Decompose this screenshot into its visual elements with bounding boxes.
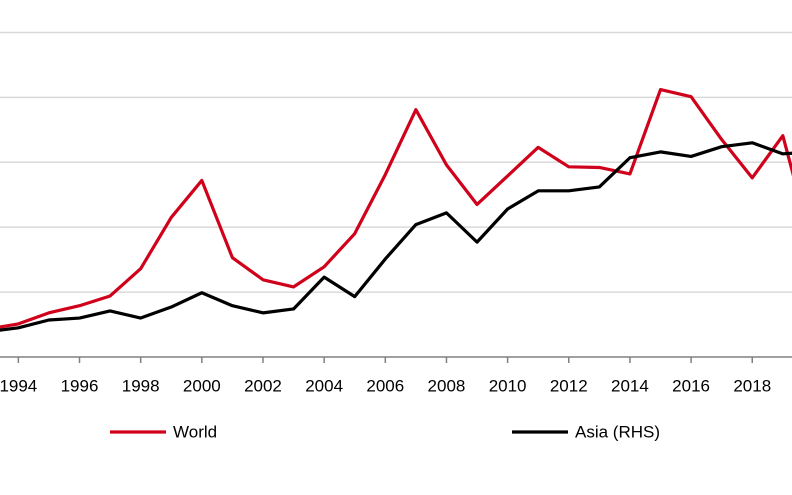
legend: World Asia (RHS) <box>110 422 660 441</box>
series-line <box>0 87 792 329</box>
plot-area <box>0 87 792 332</box>
x-tick-label: 2014 <box>611 376 649 395</box>
x-tick-label: 2002 <box>244 376 282 395</box>
x-tick-label: 2004 <box>305 376 343 395</box>
x-tick-label: 1996 <box>61 376 99 395</box>
x-tick-label: 2008 <box>428 376 466 395</box>
x-tick-label: 2000 <box>183 376 221 395</box>
x-axis: 1994 1996 1998 2000 2002 2004 2006 2008 2010 2012… <box>0 356 792 395</box>
x-tick-label: 2006 <box>366 376 404 395</box>
legend-label: World <box>173 422 217 441</box>
series-line <box>0 141 792 332</box>
legend-label: Asia (RHS) <box>575 422 660 441</box>
x-tick-label: 2016 <box>672 376 710 395</box>
x-tick-label: 2010 <box>489 376 527 395</box>
x-tick-label: 2018 <box>733 376 771 395</box>
x-tick-label: 2012 <box>550 376 588 395</box>
x-tick-label: 1994 <box>0 376 37 395</box>
x-tick-label: 1998 <box>122 376 160 395</box>
grid <box>0 31 792 293</box>
